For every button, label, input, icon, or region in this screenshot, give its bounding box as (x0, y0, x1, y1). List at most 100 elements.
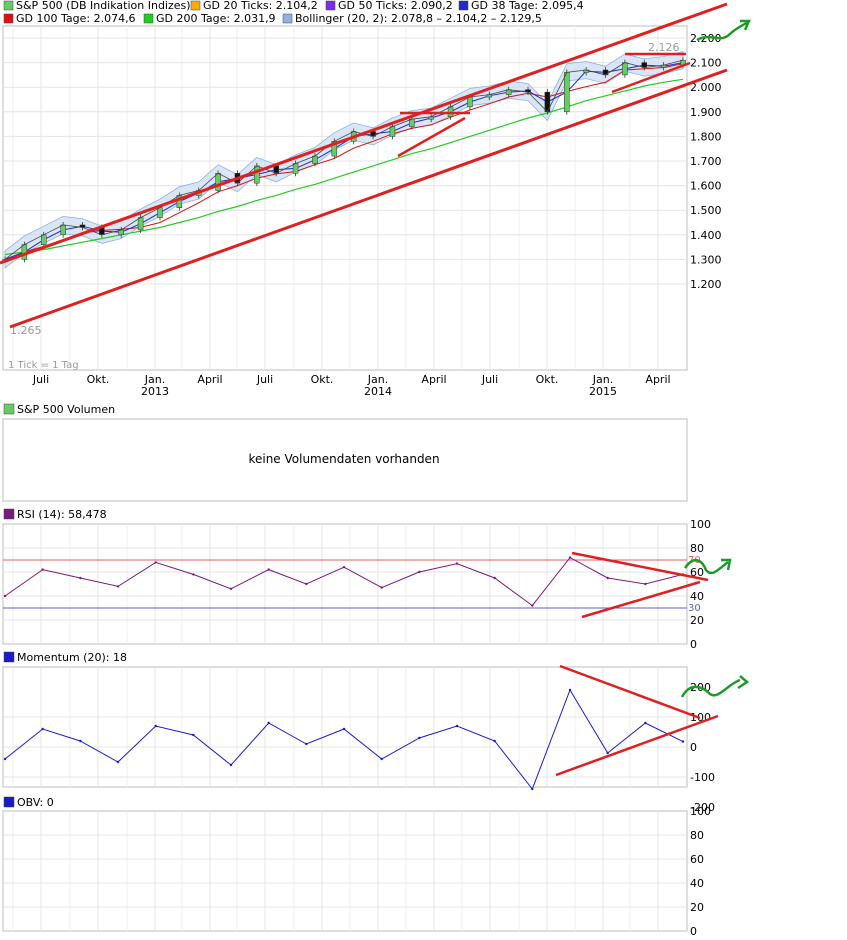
price-y-tick: 1.300 (690, 253, 722, 266)
price-series (2, 50, 686, 269)
legend: S&P 500 (DB Indikation Indizes) GD 20 Tic… (3, 0, 584, 25)
price-y-tick: 1.700 (690, 155, 722, 168)
momentum-point (531, 787, 534, 791)
rsi-y-tick: 80 (690, 542, 704, 555)
price-x-axis: Juli Okt. Jan. April Juli Okt. Jan. April Juli Ok… (32, 373, 671, 398)
price-bar (21, 244, 28, 260)
price-x-year: 2013 (141, 385, 169, 398)
rsi-legend: RSI (14): 58,478 (17, 508, 107, 521)
rsi-point (493, 576, 496, 580)
price-x-tick: Juli (481, 373, 498, 386)
rsi-point (267, 568, 270, 571)
price-panel: 2.200 2.100 2.000 1.900 1.800 1.700 1.600 1.500… (0, 2, 751, 398)
rsi-point (342, 566, 346, 569)
obv-panel: OBV: 0 100 80 60 40 20 0 (2, 796, 711, 938)
price-y-tick: 1.900 (690, 106, 722, 119)
rsi-point (154, 561, 157, 564)
price-bar (60, 224, 66, 236)
trend-line-2014 (397, 116, 466, 158)
rsi-ref-30: 30 (688, 603, 701, 614)
price-x-year: 2014 (364, 385, 392, 398)
momentum-point (418, 736, 421, 740)
volume-panel-frame (2, 418, 688, 502)
rsi-y-tick: 100 (690, 518, 711, 531)
green-arrowhead-rsi (721, 558, 732, 571)
price-bar (564, 72, 570, 113)
price-bar (312, 155, 318, 164)
price-y-tick: 2.000 (690, 81, 722, 94)
momentum-trend-upper (559, 664, 701, 720)
momentum-point (342, 727, 346, 731)
price-x-tick: Jan. (144, 373, 165, 386)
rsi-y-tick: 20 (690, 614, 704, 627)
momentum-y-tick: 0 (690, 741, 697, 754)
momentum-point (455, 724, 459, 728)
rsi-point (455, 562, 459, 565)
trend-channel-lower (9, 68, 728, 329)
legend-label-2: GD 50 Ticks: 2.090,2 (338, 0, 453, 12)
volume-legend-swatch (3, 403, 15, 415)
obv-y-tick: 0 (690, 925, 697, 938)
legend-label-0: S&P 500 (DB Indikation Indizes) (16, 0, 191, 12)
obv-legend: OBV: 0 (17, 796, 54, 809)
rsi-point (229, 587, 233, 590)
legend-label-1: GD 20 Ticks: 2.104,2 (203, 0, 318, 12)
rsi-point (568, 556, 572, 559)
rsi-grid (3, 524, 687, 644)
obv-y-tick: 40 (690, 877, 704, 890)
low-label: 1.265 (10, 324, 42, 337)
momentum-grid (3, 667, 687, 787)
high-label: 2.126 (648, 41, 680, 54)
momentum-legend-swatch (3, 651, 15, 663)
price-bar (215, 173, 221, 191)
momentum-point (681, 740, 685, 743)
legend-label-5: GD 200 Tage: 2.031,9 (156, 12, 276, 25)
gd38-line (4, 62, 684, 260)
price-x-tick: Okt. (311, 373, 334, 386)
volume-legend: S&P 500 Volumen (17, 403, 115, 416)
obv-y-tick: 20 (690, 901, 704, 914)
price-x-tick: Okt. (536, 373, 559, 386)
legend-swatch-2 (325, 0, 336, 11)
momentum-point (267, 721, 270, 725)
rsi-series (3, 556, 685, 607)
obv-legend-swatch (3, 796, 15, 808)
rsi-y-tick: 40 (690, 590, 704, 603)
price-grid (3, 26, 687, 370)
rsi-point (418, 570, 421, 574)
momentum-point (116, 760, 120, 764)
momentum-point (493, 739, 496, 743)
price-y-tick: 1.800 (690, 130, 722, 143)
rsi-trend-lower (581, 580, 701, 619)
momentum-y-tick: -100 (690, 771, 715, 784)
legend-swatch-0 (3, 0, 14, 11)
obv-grid (3, 811, 687, 931)
price-bar (40, 234, 47, 245)
momentum-point (192, 733, 195, 737)
price-y-tick: 1.500 (690, 204, 722, 217)
momentum-series (3, 688, 685, 791)
green-arrow-rsi (683, 559, 729, 575)
momentum-panel-frame (2, 666, 688, 788)
price-bar (622, 62, 628, 76)
legend-label-6: Bollinger (20, 2): 2.078,8 – 2.104,2 – 2… (295, 12, 542, 25)
momentum-point (644, 721, 647, 725)
momentum-y-tick: -200 (690, 801, 715, 814)
tick-note: 1 Tick = 1 Tag (8, 360, 79, 371)
price-bar (292, 163, 299, 174)
price-line (4, 59, 684, 260)
volume-message: keine Volumendaten vorhanden (248, 452, 439, 466)
price-x-tick: Jan. (367, 373, 388, 386)
green-arrow-momentum (680, 678, 741, 698)
price-bar (467, 96, 473, 108)
price-y-tick: 1.600 (690, 180, 722, 193)
price-x-tick: Okt. (87, 373, 110, 386)
rsi-y-tick: 60 (690, 566, 704, 579)
rsi-y-tick: 0 (690, 638, 697, 651)
price-y-tick: 1.200 (690, 278, 722, 291)
obv-y-tick: 80 (690, 829, 704, 842)
momentum-point (229, 763, 233, 767)
